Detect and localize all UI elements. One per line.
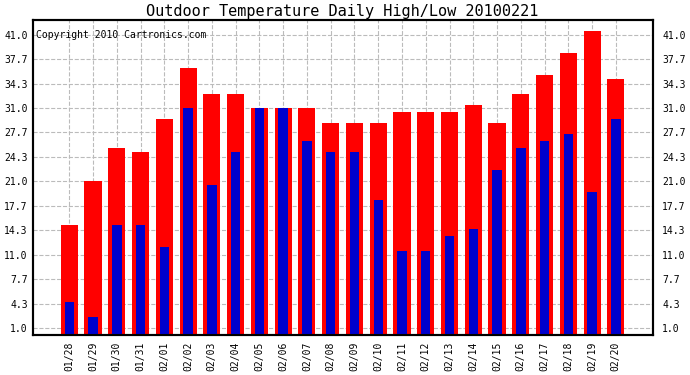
- Bar: [611, 119, 620, 335]
- Bar: [136, 225, 146, 335]
- Bar: [84, 182, 101, 335]
- Bar: [512, 93, 529, 335]
- Bar: [493, 171, 502, 335]
- Bar: [489, 123, 506, 335]
- Bar: [560, 53, 577, 335]
- Bar: [584, 32, 601, 335]
- Bar: [179, 68, 197, 335]
- Bar: [159, 248, 169, 335]
- Bar: [184, 108, 193, 335]
- Bar: [346, 123, 363, 335]
- Title: Outdoor Temperature Daily High/Low 20100221: Outdoor Temperature Daily High/Low 20100…: [146, 4, 539, 19]
- Bar: [227, 93, 244, 335]
- Bar: [302, 141, 312, 335]
- Bar: [207, 185, 217, 335]
- Bar: [421, 251, 431, 335]
- Bar: [279, 108, 288, 335]
- Bar: [441, 112, 458, 335]
- Bar: [536, 75, 553, 335]
- Bar: [469, 229, 478, 335]
- Bar: [564, 134, 573, 335]
- Bar: [587, 192, 597, 335]
- Bar: [373, 200, 383, 335]
- Bar: [275, 108, 292, 335]
- Bar: [112, 225, 121, 335]
- Text: Copyright 2010 Cartronics.com: Copyright 2010 Cartronics.com: [36, 30, 206, 40]
- Bar: [370, 123, 387, 335]
- Bar: [132, 152, 149, 335]
- Bar: [445, 236, 454, 335]
- Bar: [350, 152, 359, 335]
- Bar: [397, 251, 406, 335]
- Bar: [516, 148, 526, 335]
- Bar: [255, 108, 264, 335]
- Bar: [156, 119, 173, 335]
- Bar: [108, 148, 126, 335]
- Bar: [417, 112, 434, 335]
- Bar: [326, 152, 335, 335]
- Bar: [607, 79, 624, 335]
- Bar: [65, 302, 74, 335]
- Bar: [204, 93, 220, 335]
- Bar: [322, 123, 339, 335]
- Bar: [61, 225, 78, 335]
- Bar: [540, 141, 549, 335]
- Bar: [298, 108, 315, 335]
- Bar: [88, 317, 98, 335]
- Bar: [393, 112, 411, 335]
- Bar: [251, 108, 268, 335]
- Bar: [231, 152, 240, 335]
- Bar: [465, 105, 482, 335]
